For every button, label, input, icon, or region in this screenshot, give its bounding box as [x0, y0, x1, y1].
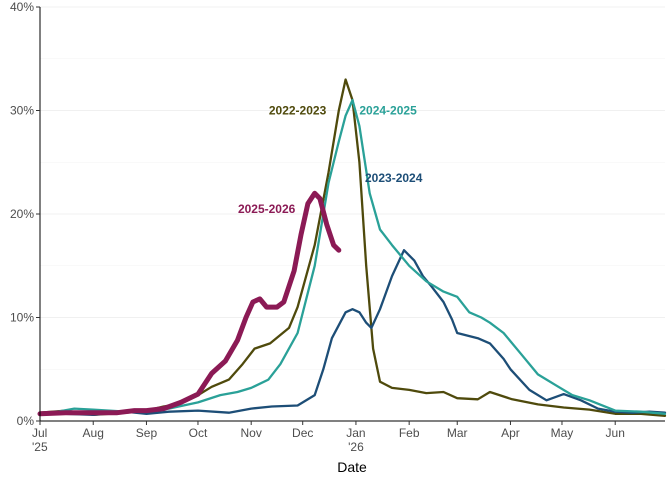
series-label-2024-2025: 2024-2025 — [359, 104, 417, 118]
x-tick-sublabel: '25 — [32, 440, 48, 454]
y-tick-label: 10% — [10, 311, 34, 325]
x-axis-title: Date — [337, 459, 367, 475]
x-tick-label: Jan — [346, 426, 365, 440]
series-label-2023-2024: 2023-2024 — [365, 171, 423, 185]
grid-lines — [40, 6, 665, 422]
x-tick-label: Apr — [501, 426, 520, 440]
x-tick-label: Sep — [136, 426, 158, 440]
series-lines — [37, 78, 667, 417]
axes: 0% 10% 20% 30% 40% Jul'25 Aug Sep Oct Nov Dec Jan'2… — [10, 0, 665, 454]
x-tick-label: Feb — [399, 426, 420, 440]
y-tick-label: 20% — [10, 207, 34, 221]
series-label-2025-2026: 2025-2026 — [238, 202, 296, 216]
series-line-2023-2024 — [38, 249, 667, 416]
x-tick-label: Nov — [241, 426, 262, 440]
x-tick-label: Mar — [447, 426, 468, 440]
y-tick-label: 0% — [17, 414, 35, 428]
series-labels: 2022-2023 2023-2024 2024-2025 2025-2026 — [238, 104, 423, 216]
x-tick-label: Oct — [189, 426, 208, 440]
x-tick-label: Dec — [292, 426, 313, 440]
x-tick-label: Jun — [606, 426, 625, 440]
x-tick-label: Aug — [83, 426, 104, 440]
y-tick-label: 40% — [10, 0, 34, 14]
series-line-2022-2023 — [38, 78, 667, 417]
series-line-2025-2026 — [37, 190, 342, 417]
y-tick-label: 30% — [10, 104, 34, 118]
series-line-2024-2025 — [38, 98, 667, 415]
x-tick-label: May — [551, 426, 574, 440]
series-label-2022-2023: 2022-2023 — [269, 104, 327, 118]
x-tick-sublabel: '26 — [348, 440, 364, 454]
x-tick-label: Jul — [32, 426, 47, 440]
